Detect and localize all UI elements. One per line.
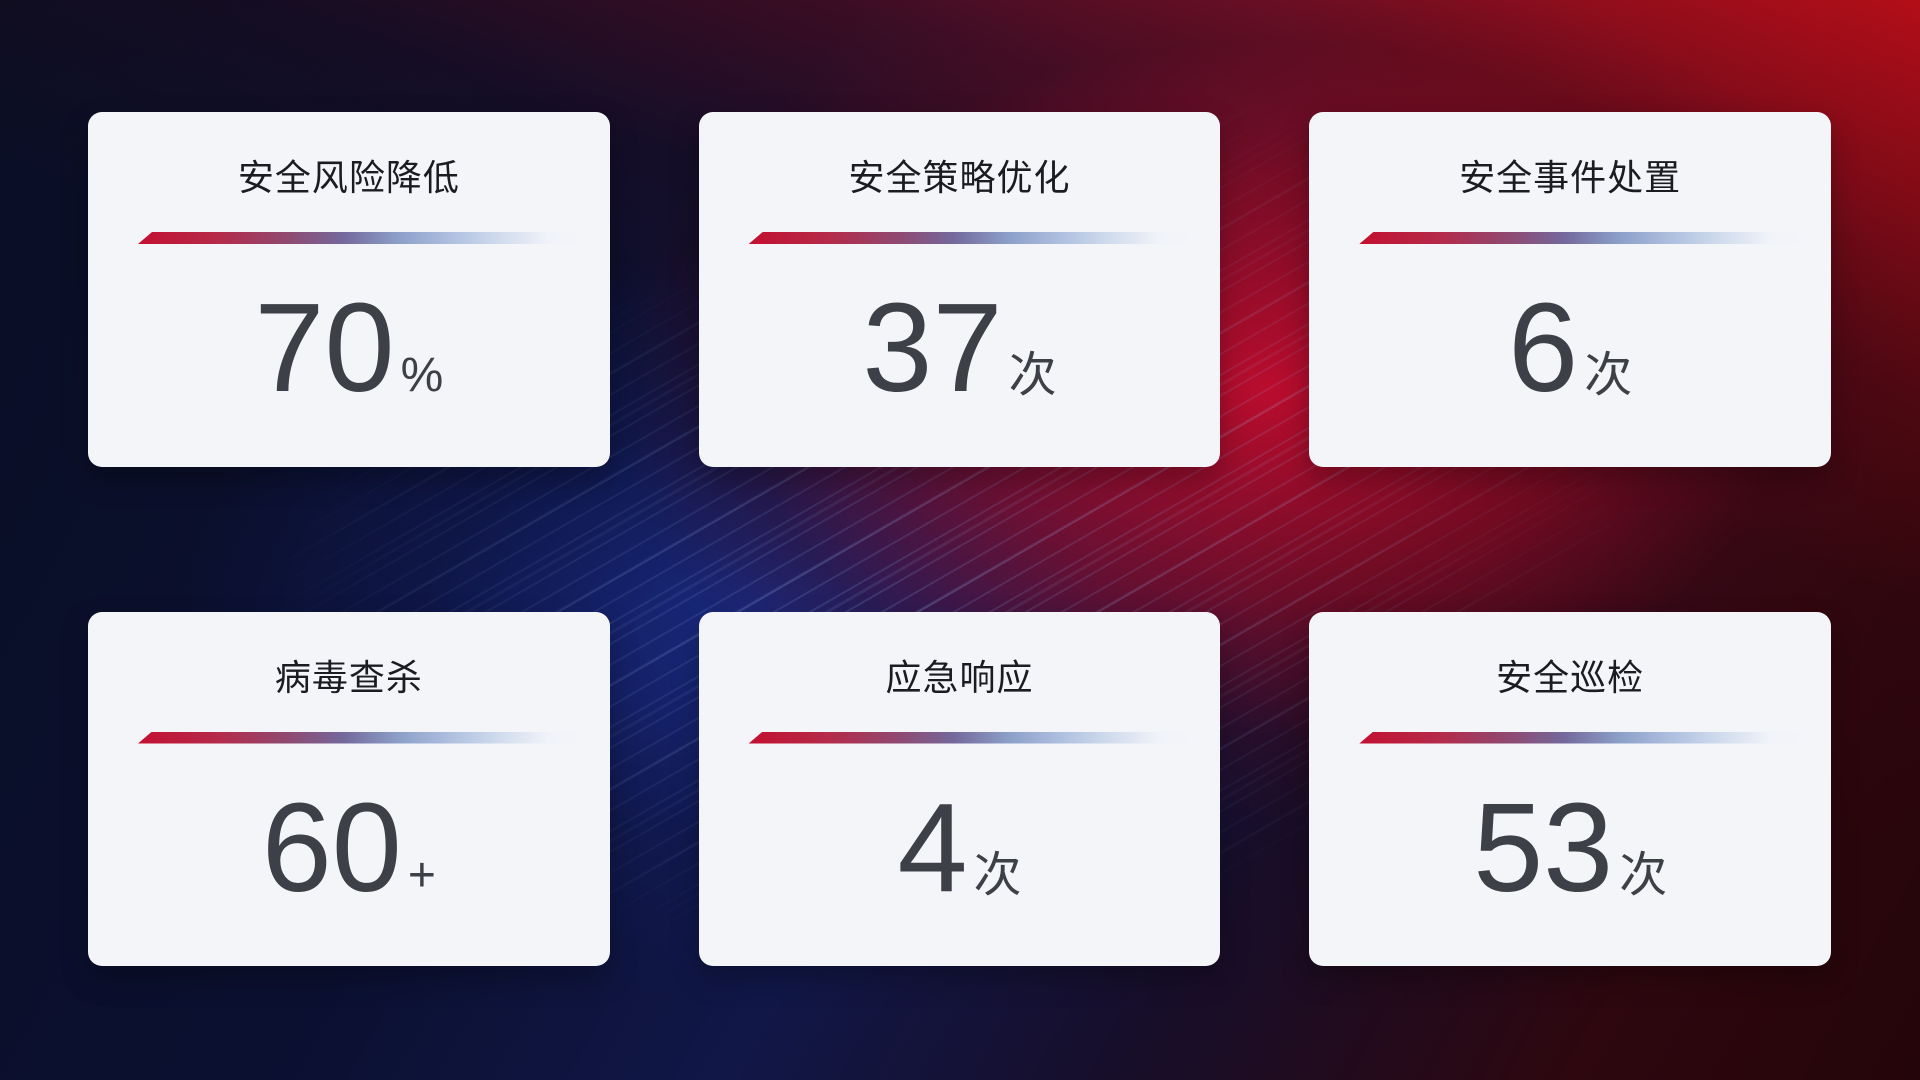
stat-card-security-inspection: 安全巡检 53 次 xyxy=(1309,611,1831,967)
stat-card-title: 病毒查杀 xyxy=(274,656,423,698)
stat-value-group: 6 次 xyxy=(1508,285,1632,411)
stat-value-group: 4 次 xyxy=(897,776,1022,918)
stat-card-title: 安全风险降低 xyxy=(237,157,460,198)
stat-card-emergency-response: 应急响应 4 次 xyxy=(698,611,1221,967)
stat-card-title: 安全事件处置 xyxy=(1459,157,1682,198)
stats-grid: 安全风险降低 70 % 安全策略优化 37 次 安全事件处置 6 次 xyxy=(88,112,1831,966)
stat-unit: % xyxy=(400,349,444,403)
stat-card-title: 安全巡检 xyxy=(1496,656,1645,698)
gradient-divider xyxy=(138,731,584,744)
stat-value-group: 37 次 xyxy=(862,285,1056,411)
stat-value: 37 xyxy=(862,277,1003,419)
stat-card-title: 安全策略优化 xyxy=(848,157,1071,198)
gradient-divider xyxy=(748,731,1195,744)
stat-card-incident-handling: 安全事件处置 6 次 xyxy=(1309,112,1831,467)
stat-value-row: 6 次 xyxy=(1309,244,1831,467)
stat-value-row: 60 + xyxy=(88,744,610,967)
stat-card-title: 应急响应 xyxy=(885,656,1034,698)
stat-value-row: 37 次 xyxy=(699,244,1221,467)
stat-value: 6 xyxy=(1508,277,1579,419)
stat-card-risk-reduction: 安全风险降低 70 % xyxy=(88,112,610,467)
stat-value: 60 xyxy=(261,776,402,918)
stat-value-group: 53 次 xyxy=(1473,776,1668,918)
gradient-divider xyxy=(138,232,584,244)
stat-unit: 次 xyxy=(1008,349,1057,403)
gradient-divider xyxy=(1359,731,1805,744)
gradient-divider xyxy=(1359,232,1805,244)
stat-card-policy-optimization: 安全策略优化 37 次 xyxy=(698,112,1221,467)
stat-card-virus-scan: 病毒查杀 60 + xyxy=(88,611,610,967)
stat-value-row: 53 次 xyxy=(1309,744,1831,967)
stat-unit: 次 xyxy=(1619,848,1668,902)
stat-unit: + xyxy=(407,848,436,902)
stat-value-row: 4 次 xyxy=(699,744,1221,967)
stat-value-group: 70 % xyxy=(254,285,443,411)
stat-value: 70 xyxy=(254,277,395,419)
stat-value-row: 70 % xyxy=(88,244,610,467)
stat-unit: 次 xyxy=(1584,349,1633,403)
stat-value-group: 60 + xyxy=(261,776,436,918)
stat-value: 4 xyxy=(897,776,968,918)
gradient-divider xyxy=(748,232,1195,244)
stat-unit: 次 xyxy=(973,848,1022,902)
stat-value: 53 xyxy=(1473,776,1614,918)
